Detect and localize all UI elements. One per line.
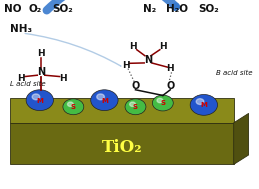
Text: H: H [17,74,25,83]
FancyArrowPatch shape [47,0,176,10]
Circle shape [91,90,118,111]
Text: S: S [160,100,165,106]
Text: S: S [71,104,76,110]
Text: H: H [37,49,45,58]
Text: O: O [131,81,140,91]
Text: M: M [36,98,43,104]
Text: SO₂: SO₂ [52,5,73,14]
Text: H: H [159,42,167,51]
Text: M: M [101,98,108,104]
Circle shape [125,99,146,115]
Text: SO₂: SO₂ [198,5,219,14]
Text: H: H [60,74,67,83]
Circle shape [152,95,173,111]
Text: H₂O: H₂O [166,5,188,14]
Text: L acid site: L acid site [10,81,46,87]
Text: O₂: O₂ [28,5,41,14]
Text: NO: NO [4,5,21,14]
Circle shape [157,98,163,103]
Circle shape [32,94,40,100]
Text: S: S [133,104,138,110]
Text: H: H [129,42,137,51]
Circle shape [63,99,84,115]
Circle shape [196,99,204,105]
Circle shape [97,94,104,100]
Circle shape [26,90,53,111]
Circle shape [190,94,218,115]
Text: N: N [144,55,152,64]
Text: H: H [167,64,174,74]
Polygon shape [10,98,234,123]
Text: H: H [122,61,129,70]
Text: N: N [37,67,45,77]
Text: M: M [200,102,207,108]
Text: B acid site: B acid site [216,70,253,76]
Text: TiO₂: TiO₂ [102,139,142,156]
Polygon shape [234,113,249,164]
Text: O: O [166,81,174,91]
Circle shape [130,102,135,106]
Text: NH₃: NH₃ [10,24,32,34]
Circle shape [68,102,73,106]
FancyArrowPatch shape [25,33,121,66]
Text: N₂: N₂ [142,5,156,14]
Polygon shape [10,123,234,164]
